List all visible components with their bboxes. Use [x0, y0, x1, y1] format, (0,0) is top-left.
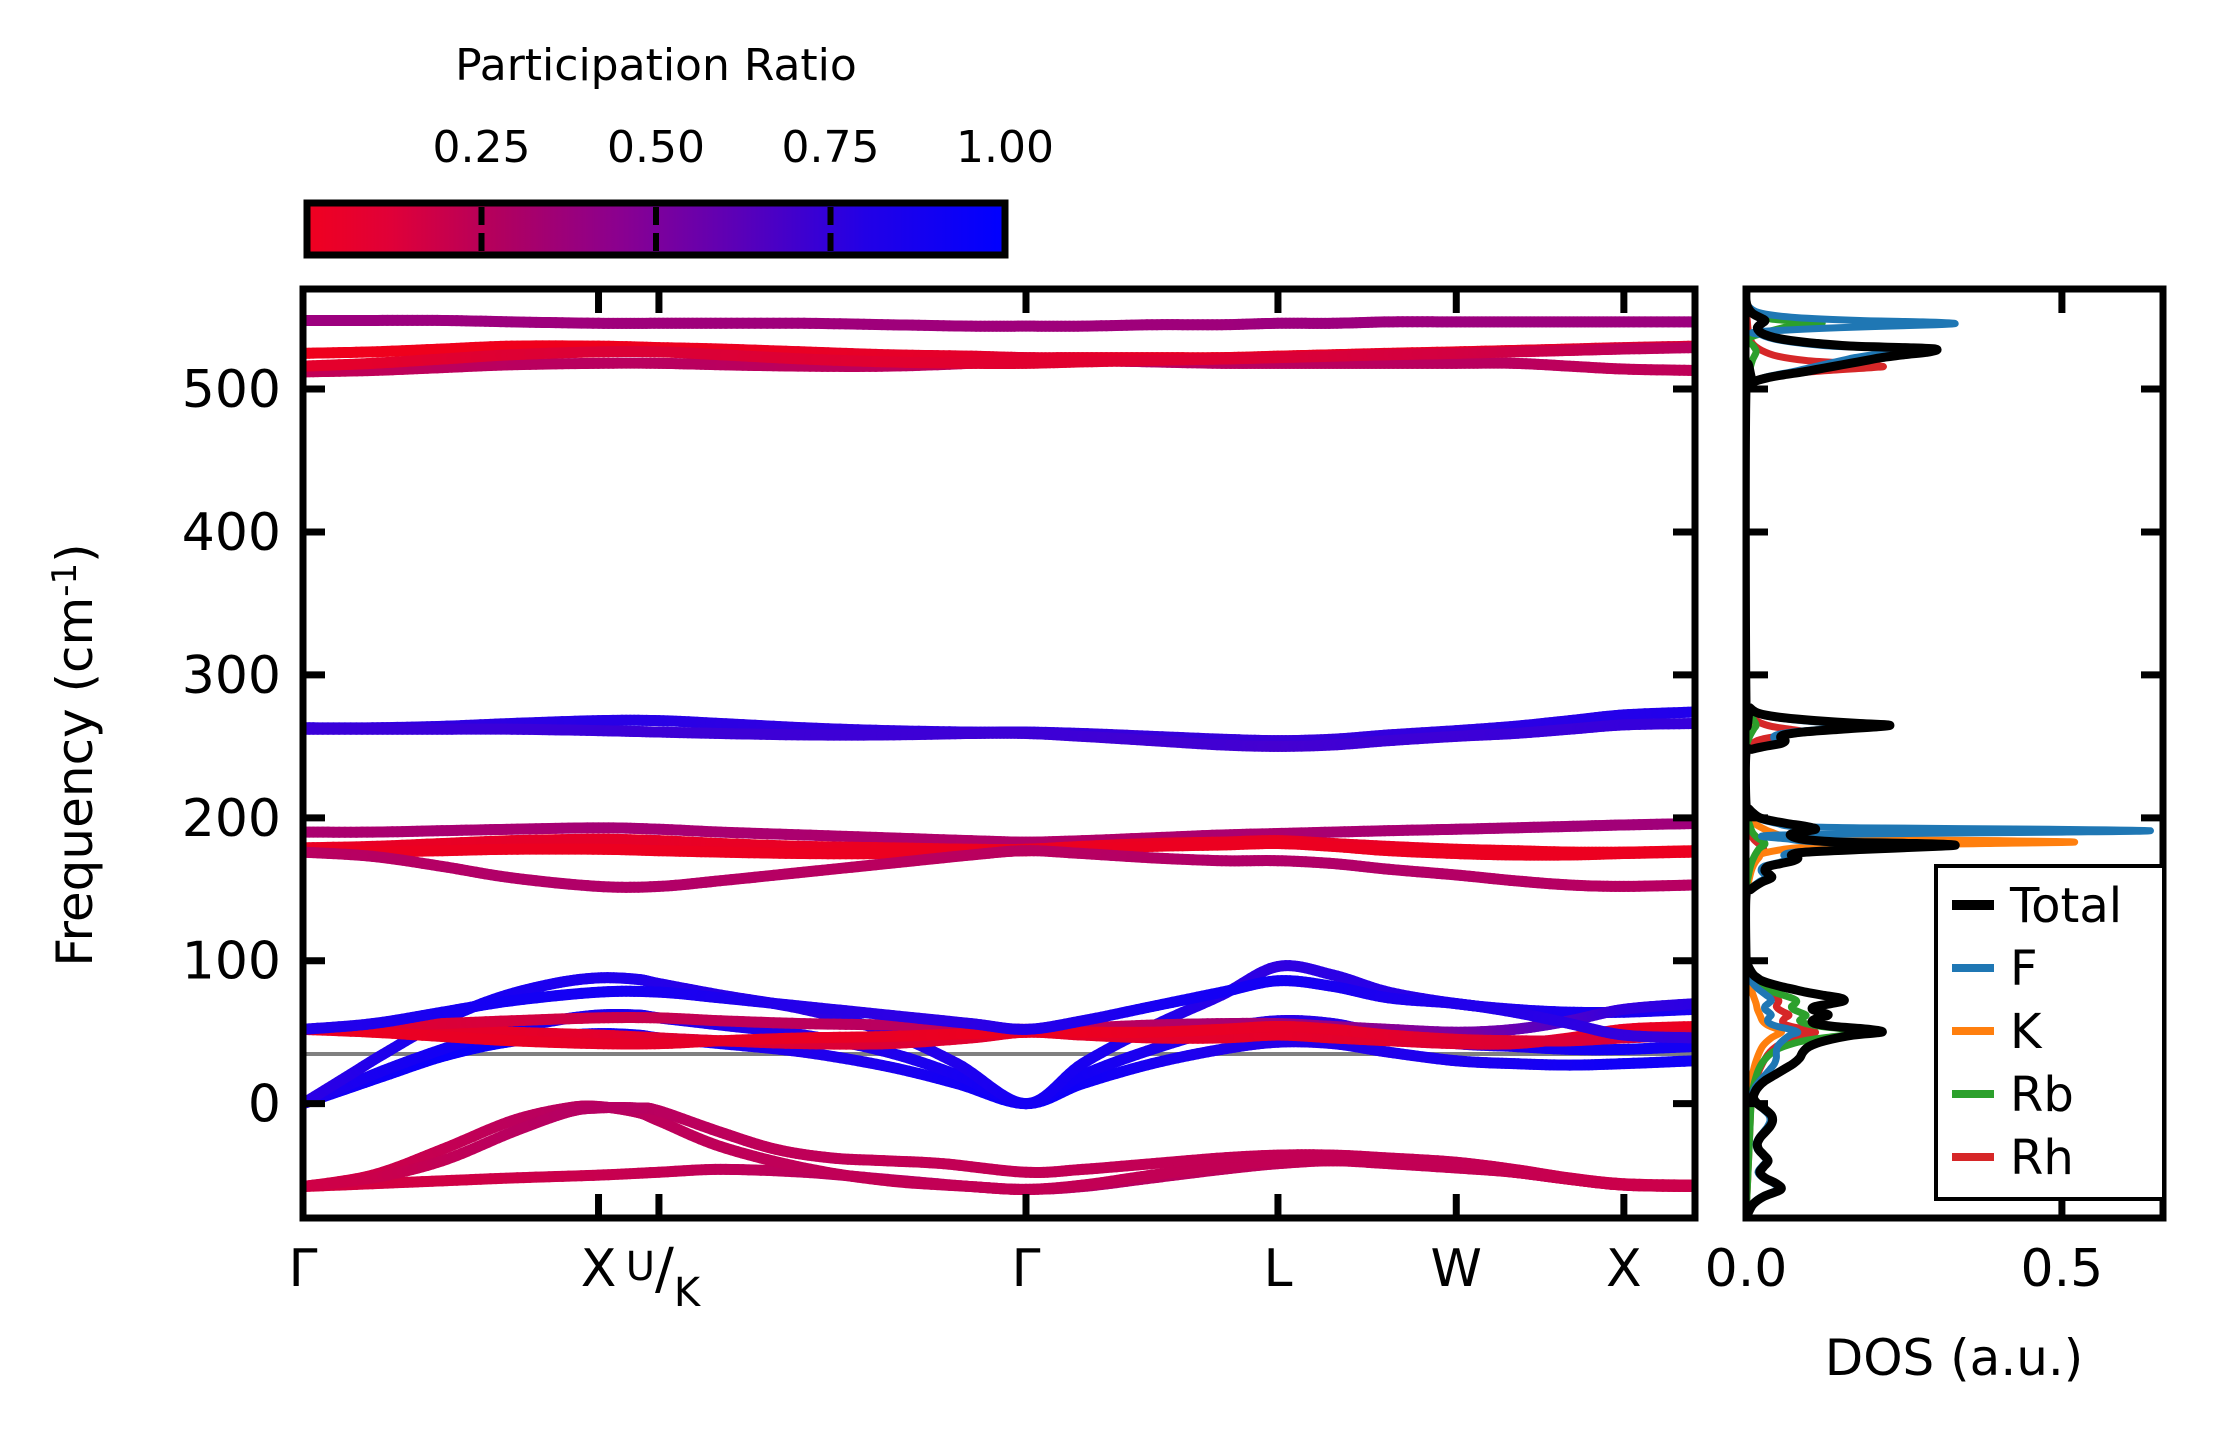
bands-plot-area: [303, 289, 1695, 1218]
colorbar-tick-label: 0.50: [607, 122, 705, 173]
phonon-band-curves: [303, 314, 1695, 1195]
colorbar-tick-label: 1.00: [956, 122, 1054, 173]
colorbar-tick-marks: [478, 207, 834, 251]
colorbar-group: Participation Ratio 0.25 0.50 0.75 1.00: [303, 40, 1054, 259]
colorbar-gradient: [303, 199, 1009, 259]
colorbar-tick-label: 0.25: [433, 122, 531, 173]
colorbar-tick-labels: 0.25 0.50 0.75 1.00: [433, 122, 1054, 173]
colorbar-title: Participation Ratio: [455, 40, 857, 91]
colorbar-tick-label: 0.75: [782, 122, 880, 173]
